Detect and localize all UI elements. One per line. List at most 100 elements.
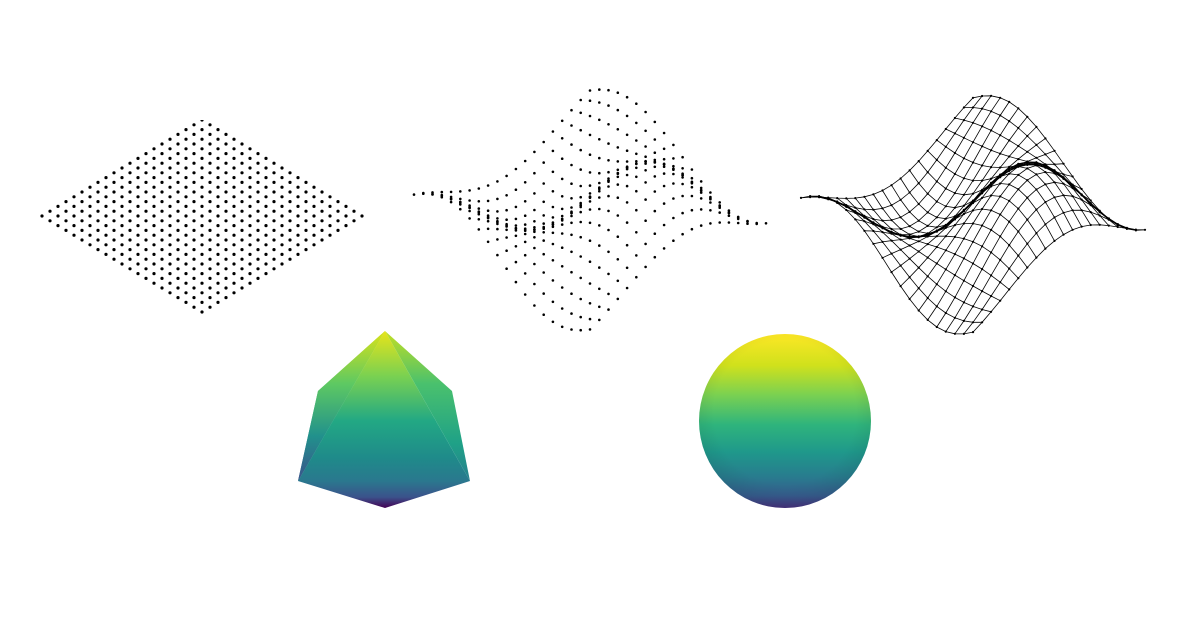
wireframe-vertex xyxy=(1017,173,1020,176)
wireframe-vertex xyxy=(1071,187,1074,190)
cloud-point xyxy=(625,160,629,163)
wireframe-vertex xyxy=(872,218,875,221)
wireframe-vertex xyxy=(908,235,911,238)
grid-point xyxy=(240,238,244,242)
cloud-point xyxy=(607,159,610,162)
wireframe-vertex xyxy=(971,262,975,265)
wireframe-vertex xyxy=(1026,150,1029,153)
cloud-point xyxy=(672,164,675,168)
grid-point xyxy=(200,300,204,304)
grid-point xyxy=(104,185,108,189)
wireframe-vertex xyxy=(999,173,1002,176)
cloud-point xyxy=(542,200,545,204)
cloud-point xyxy=(616,183,620,186)
wireframe-vertex xyxy=(971,209,975,212)
wireframe-vertex xyxy=(908,244,911,247)
cloud-point xyxy=(653,209,657,213)
cloud-point xyxy=(616,160,620,163)
grid-point xyxy=(208,152,212,156)
wireframe-vertex xyxy=(1143,228,1147,231)
wireframe-vertex xyxy=(917,309,920,312)
wireframe-vertex xyxy=(971,199,975,202)
grid-point xyxy=(128,209,132,213)
cloud-point xyxy=(588,302,592,305)
grid-point xyxy=(200,224,204,228)
cloud-point xyxy=(496,217,499,220)
wireframe-vertex xyxy=(971,179,975,182)
cloud-point xyxy=(644,219,647,222)
grid-point xyxy=(56,214,60,218)
grid-point xyxy=(184,128,188,132)
grid-point xyxy=(288,248,292,252)
grid-point xyxy=(296,243,300,247)
grid-point xyxy=(288,180,292,184)
cloud-point xyxy=(699,224,703,227)
grid-point xyxy=(248,156,252,160)
wireframe-vertex xyxy=(908,233,911,236)
grid-point xyxy=(112,219,116,223)
grid-point xyxy=(208,286,212,290)
wireframe-vertex xyxy=(953,332,956,335)
grid-point xyxy=(232,252,236,256)
grid-point xyxy=(160,209,164,213)
cloud-point xyxy=(653,255,657,259)
cloud-point xyxy=(570,206,573,209)
cloud-point xyxy=(662,131,666,135)
wireframe-vertex xyxy=(944,166,947,169)
wireframe-vertex xyxy=(854,218,857,221)
wireframe-vertex xyxy=(990,149,993,152)
grid-point xyxy=(128,267,132,271)
grid-point xyxy=(160,276,164,280)
cloud-point xyxy=(560,232,564,235)
wireframe-vertex xyxy=(953,218,956,221)
cloud-point xyxy=(616,235,620,238)
wireframe-vertex xyxy=(926,243,929,246)
wireframe-vertex xyxy=(926,171,929,174)
grid-point xyxy=(296,185,300,189)
grid-point xyxy=(136,224,140,228)
grid-point xyxy=(280,262,284,266)
cloud-point xyxy=(560,207,564,211)
wireframe-vertex xyxy=(944,330,947,333)
wireframe-vertex xyxy=(1044,247,1047,250)
wireframe-vertex xyxy=(1053,172,1056,175)
grid-point xyxy=(96,200,100,204)
cloud-point xyxy=(588,171,592,174)
grid-point xyxy=(280,214,284,218)
wireframe-col-line xyxy=(800,195,974,335)
cloud-point xyxy=(468,206,471,210)
cloud-point xyxy=(635,254,638,257)
wireframe-vertex xyxy=(881,207,884,210)
cloud-point xyxy=(570,250,573,254)
wireframe-vertex xyxy=(944,290,947,293)
wireframe-vertex xyxy=(1089,204,1092,207)
cloud-point xyxy=(681,155,684,159)
cloud-point xyxy=(477,187,481,190)
grid-point xyxy=(216,262,220,266)
cloud-point xyxy=(588,153,592,156)
grid-point xyxy=(120,204,124,208)
grid-point xyxy=(80,200,84,204)
wireframe-vertex xyxy=(953,253,956,256)
grid-point xyxy=(104,204,108,208)
cloud-point xyxy=(468,209,471,213)
wireframe-col-line xyxy=(927,150,1101,226)
wireframe-col-line xyxy=(864,196,1037,258)
wireframe-vertex xyxy=(1035,173,1038,176)
wireframe-vertex xyxy=(917,250,920,253)
cloud-point xyxy=(579,220,582,224)
grid-point xyxy=(352,219,356,223)
grid-point xyxy=(112,257,116,261)
grid-point xyxy=(64,200,68,204)
wireframe-vertex xyxy=(1008,244,1011,247)
wireframe-vertex xyxy=(818,195,821,198)
cloud-point xyxy=(607,292,610,296)
wireframe-vertex xyxy=(962,212,965,216)
grid-point xyxy=(192,123,196,127)
cloud-point xyxy=(486,240,490,244)
wireframe-vertex xyxy=(935,158,938,161)
wireframe-vertex xyxy=(1035,232,1038,235)
grid-point xyxy=(216,291,220,295)
wireframe-vertex xyxy=(1008,167,1011,170)
